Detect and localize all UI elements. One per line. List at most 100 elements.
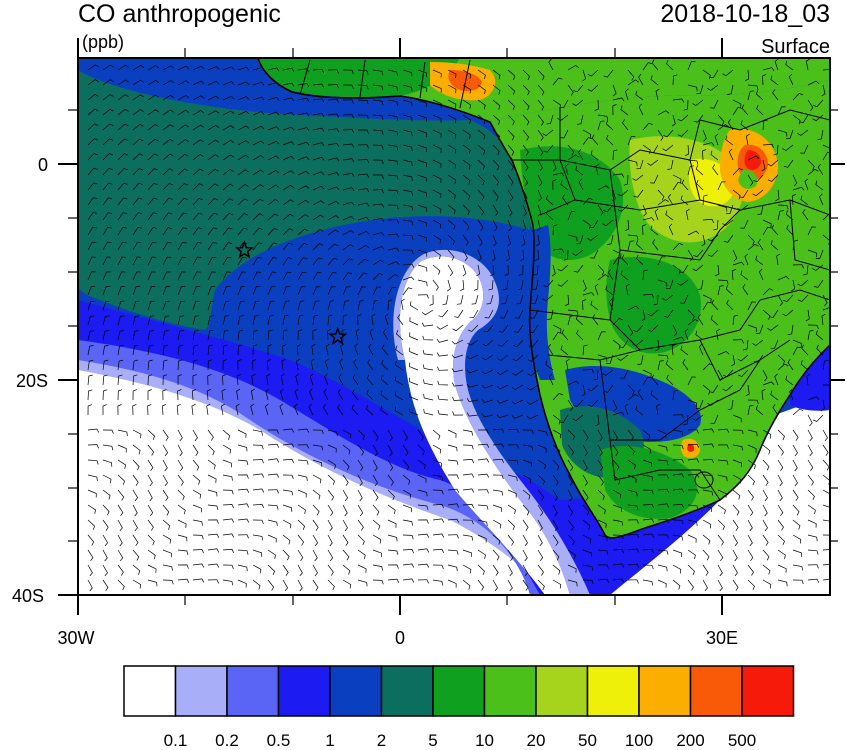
wind-barb (327, 98, 340, 104)
wind-barb (237, 503, 250, 508)
wind-barb (656, 403, 661, 416)
wind-barb (528, 339, 539, 348)
wind-barb (357, 188, 370, 193)
wind-barb (162, 241, 172, 251)
wind-barb (102, 300, 110, 311)
wind-barb (237, 518, 250, 523)
wind-barb (597, 120, 605, 131)
wind-barb (651, 59, 659, 71)
wind-barb (762, 288, 774, 296)
wind-barb (282, 443, 295, 448)
wind-barb (578, 178, 584, 191)
wind-barb (732, 519, 739, 531)
wind-barb (687, 376, 696, 386)
wind-barb (222, 429, 231, 440)
wind-barb (603, 384, 614, 393)
wind-barb (567, 315, 575, 326)
wind-barb (236, 373, 241, 386)
wind-barb (177, 389, 182, 401)
wind-barb (507, 444, 519, 449)
wind-barb (222, 579, 234, 586)
colorbar-label: 20 (527, 731, 546, 750)
wind-barb (692, 414, 704, 421)
wind-barb (342, 187, 355, 192)
wind-barb (587, 69, 599, 77)
wind-barb (372, 272, 384, 281)
wind-barb (102, 286, 111, 296)
wind-barb (821, 313, 826, 326)
wind-barb (423, 408, 434, 416)
wind-barb (785, 375, 794, 386)
wind-barb (177, 300, 185, 311)
wind-barb (222, 95, 235, 101)
wind-barb (222, 444, 232, 454)
wind-barb (162, 489, 169, 502)
wind-barb (702, 579, 708, 592)
wind-barb (619, 339, 629, 348)
wind-barb (87, 93, 99, 101)
wind-barb (387, 84, 398, 91)
wind-barb (642, 579, 654, 586)
wind-barb (717, 114, 725, 126)
wind-barb (372, 174, 384, 179)
wind-barb (717, 285, 724, 296)
wind-barb (745, 133, 750, 146)
wind-barb (402, 489, 412, 499)
wind-barb (507, 99, 515, 111)
wind-barb (612, 578, 625, 583)
wind-barb (576, 234, 584, 245)
wind-barb (762, 579, 772, 589)
wind-barb (473, 279, 479, 291)
wind-barb (817, 129, 824, 140)
wind-barb (236, 388, 241, 401)
wind-barb (87, 519, 96, 530)
wind-barb (423, 394, 434, 401)
colorbar-label: 10 (475, 731, 494, 750)
wind-barb (567, 380, 580, 386)
wind-barb (132, 389, 138, 401)
wind-barb (207, 110, 220, 116)
wind-barb (447, 69, 457, 79)
wind-barb (409, 377, 419, 386)
wind-barb (792, 504, 800, 516)
wind-barb (237, 579, 247, 588)
wind-barb (147, 404, 152, 416)
wind-barb (717, 549, 724, 562)
wind-barb (477, 114, 486, 125)
wind-barb (462, 144, 471, 155)
wind-barb (237, 154, 250, 161)
wind-barb (552, 392, 564, 401)
wind-barb (207, 374, 212, 386)
wind-barb (252, 184, 264, 191)
wind-barb (206, 388, 211, 401)
wind-barb (117, 564, 124, 576)
wind-barb (552, 549, 560, 561)
wind-barb (560, 345, 569, 356)
wind-barb (462, 69, 472, 79)
wind-barb (327, 300, 335, 311)
wind-barb (207, 139, 220, 146)
wind-barb (297, 519, 306, 531)
wind-barb (547, 343, 554, 356)
wind-barb (476, 264, 481, 277)
wind-barb (492, 219, 498, 232)
wind-barb (387, 489, 395, 501)
wind-barb (294, 388, 299, 401)
wind-barb (132, 227, 142, 236)
wind-barb (717, 474, 728, 482)
wind-barb (222, 154, 234, 161)
wind-barb (497, 339, 509, 347)
wind-barb (387, 549, 399, 555)
wind-barb (421, 309, 434, 316)
wind-barb (387, 504, 396, 515)
wind-barb (597, 474, 604, 486)
wind-barb (612, 549, 625, 554)
wind-barb (87, 404, 93, 416)
wind-barb (702, 69, 711, 80)
wind-barb (657, 129, 664, 141)
wind-barb (632, 339, 644, 347)
wind-barb (402, 549, 415, 554)
wind-barb (507, 504, 516, 514)
wind-barb (507, 159, 514, 171)
wind-barb (207, 212, 218, 221)
